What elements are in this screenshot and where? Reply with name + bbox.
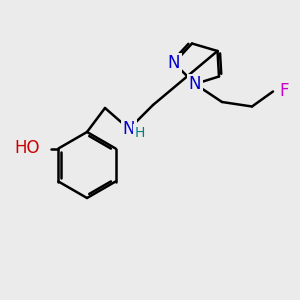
Text: N: N — [123, 120, 135, 138]
Text: HO: HO — [14, 139, 40, 157]
Text: N: N — [168, 54, 180, 72]
Text: N: N — [189, 75, 201, 93]
Text: F: F — [279, 82, 289, 100]
Text: H: H — [134, 126, 145, 140]
